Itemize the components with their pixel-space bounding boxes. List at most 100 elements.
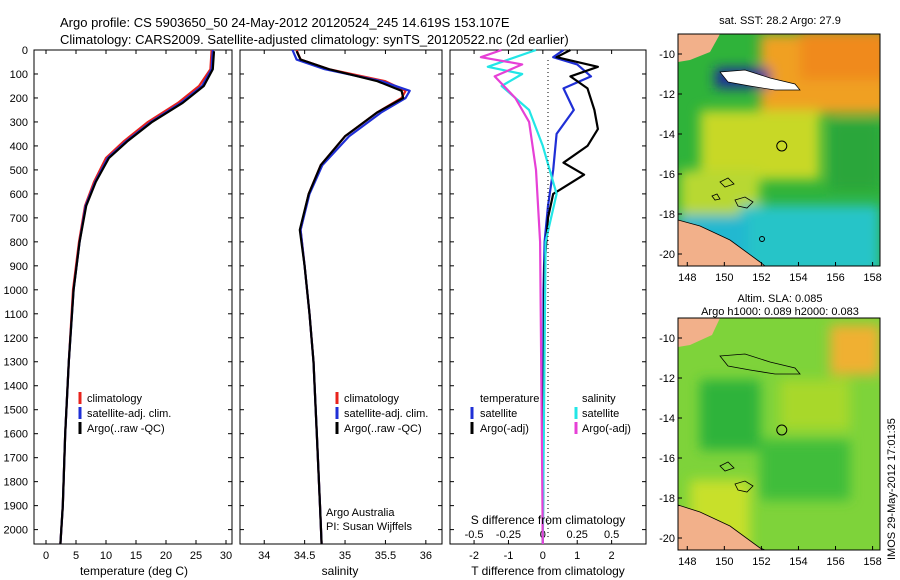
legend-label-t-argo: Argo(-adj) [480,423,529,435]
s-tick-label: 0.5 [604,529,619,541]
x-tick-label: 36 [420,550,432,562]
x-tick-label: 35 [339,550,351,562]
depth-tick-label: 900 [10,261,28,273]
figure-title-line2: Climatology: CARS2009. Satellite-adjuste… [60,32,569,47]
x-tick-label: 15 [130,550,142,562]
map-sst-y-tick-label: -10 [659,49,675,61]
map-sst-y-tick-label: -18 [659,209,675,221]
map-sla-y-tick-label: -20 [659,533,675,545]
legend-label-s-satellite: satellite [582,408,619,420]
x-tick-label: 34.5 [294,550,315,562]
difference-xlabel: T difference from climatology [471,564,625,578]
series-line-satellite-adj-clim- [291,49,411,545]
map-sst-x-tick-label: 148 [678,272,696,284]
x-tick-label: -2 [469,550,479,562]
legend-label-satellite: satellite-adj. clim. [87,408,171,420]
x-tick-label: 0 [43,550,49,562]
depth-tick-label: 1600 [4,429,28,441]
map-sla-y-tick-label: -18 [659,493,675,505]
depth-tick-label: 1700 [4,453,28,465]
legend-label-climatology: climatology [344,393,400,405]
map-sla-x-tick-label: 156 [826,556,844,568]
depth-tick-label: 1100 [4,309,28,321]
x-tick-label: 2 [609,550,615,562]
depth-tick-label: 1300 [4,357,28,369]
depth-tick-label: 2000 [4,525,28,537]
map-sst-y-tick-label: -16 [659,169,675,181]
depth-tick-label: 1200 [4,333,28,345]
series-line-climatology [59,49,213,545]
series-line-temperature-satellite [541,49,593,545]
salinity-axes [239,49,443,545]
depth-tick-label: 1800 [4,477,28,489]
series-line-climatology [295,49,407,545]
map-sst-frame [677,33,881,267]
map-sst-y-tick-label: -12 [659,89,675,101]
map-sla-x-tick-label: 148 [678,556,696,568]
legend-label-satellite: satellite-adj. clim. [344,408,428,420]
s-tick-label: -0.5 [465,529,484,541]
map-sst-x-tick-label: 150 [715,272,733,284]
temperature-axes [33,49,233,545]
map-sst-x-tick-label: 156 [826,272,844,284]
series-line-salinity-argo-adj- [479,48,544,545]
salinity-series [291,49,411,545]
legend-label-climatology: climatology [87,393,143,405]
depth-tick-label: 200 [10,93,28,105]
depth-tick-label: 1400 [4,381,28,393]
legend-label-t-satellite: satellite [480,408,517,420]
series-line-argo-raw-qc- [295,50,405,545]
depth-tick-label: 800 [10,237,28,249]
map-sla-subtitle: Argo h1000: 0.089 h2000: 0.083 [701,306,859,318]
map-sla-x-tick-label: 152 [752,556,770,568]
map-sla-x-tick-label: 150 [715,556,733,568]
map-sst-y-tick-label: -20 [659,249,675,261]
difference-axes [449,49,647,545]
difference-xlabel-top: S difference from climatology [471,513,626,527]
depth-tick-label: 100 [10,69,28,81]
depth-tick-label: 300 [10,117,28,129]
map-sst-argo-marker [776,140,788,152]
temperature-legend: climatology satellite-adj. clim. Argo(..… [78,392,171,435]
map-sst-y-tick-label: -14 [659,129,675,141]
x-tick-label: 5 [73,550,79,562]
series-line-argo-raw-qc- [59,51,216,545]
difference-legend-temperature: temperature satellite Argo(-adj) [470,393,539,435]
depth-tick-label: 400 [10,141,28,153]
pi-note: PI: Susan Wijffels [326,521,412,533]
map-sla-y-tick-label: -14 [659,413,675,425]
map-sst-x-tick-label: 154 [789,272,807,284]
map-sla-x-tick-label: 158 [863,556,881,568]
map-sla-title: Altim. SLA: 0.085 [738,293,823,305]
x-tick-label: -1 [504,550,514,562]
x-tick-label: 1 [574,550,580,562]
map-sst [678,34,880,266]
depth-tick-label: 0 [22,45,28,57]
x-tick-label: 25 [190,550,202,562]
temperature-xlabel: temperature (deg C) [80,564,188,578]
imos-timestamp: IMOS 29-May-2012 17:01:35 [886,418,898,560]
x-tick-label: 35.5 [375,550,396,562]
map-sst-minor-marker [759,236,765,242]
legend-header-salinity: salinity [582,393,616,405]
depth-axis: 0 100 200 300 400 500 600 700 800 900 1000 1100 1200… [4,45,28,537]
depth-tick-label: 700 [10,213,28,225]
legend-label-argo: Argo(..raw -QC) [344,423,422,435]
x-tick-label: 34 [258,550,270,562]
salinity-xlabel: salinity [322,564,359,578]
difference-series [479,48,600,545]
s-tick-label: 0.25 [567,529,588,541]
map-sst-x-tick-label: 158 [863,272,881,284]
legend-header-temperature: temperature [480,393,539,405]
series-line-salinity-satellite [486,48,558,545]
depth-tick-label: 500 [10,165,28,177]
map-sla-y-tick-label: -10 [659,333,675,345]
map-sla-y-tick-label: -16 [659,453,675,465]
salinity-legend: climatology satellite-adj. clim. Argo(..… [335,392,428,435]
map-sst-x-tick-label: 152 [752,272,770,284]
map-sla-y-tick-label: -12 [659,373,675,385]
x-tick-label: 30 [220,550,232,562]
x-tick-label: 10 [100,550,112,562]
difference-legend-salinity: salinity satellite Argo(-adj) [574,393,631,435]
